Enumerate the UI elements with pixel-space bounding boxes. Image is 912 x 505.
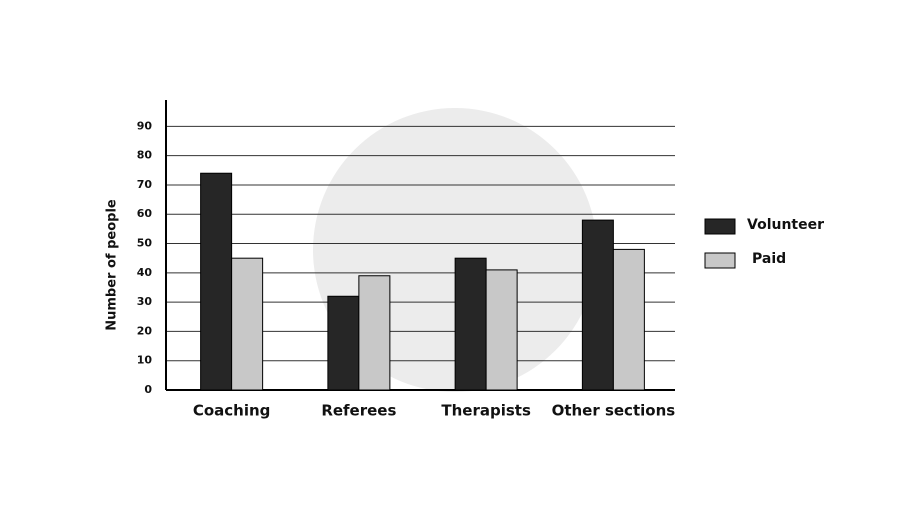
legend-swatch (704, 252, 736, 269)
y-tick-label: 40 (137, 266, 153, 279)
bar (200, 172, 233, 391)
legend-swatch (704, 218, 736, 235)
bar (581, 219, 614, 391)
y-tick-label: 30 (137, 295, 153, 308)
bar (485, 269, 518, 391)
y-tick-label: 80 (137, 149, 153, 162)
bar (454, 257, 487, 391)
y-axis-label: Number of people (105, 199, 120, 331)
x-tick-label: Other sections (552, 402, 676, 420)
x-tick-label: Referees (321, 402, 396, 420)
bar (358, 275, 391, 391)
y-tick-label: 70 (137, 178, 153, 191)
y-tick-label: 0 (144, 383, 152, 396)
y-tick-label: 60 (137, 207, 153, 220)
x-tick-label: Coaching (193, 402, 271, 420)
y-tick-label: 90 (137, 119, 153, 132)
y-tick-label: 50 (137, 237, 153, 250)
bar (612, 248, 645, 391)
bar (327, 295, 360, 391)
y-tick-label: 10 (137, 354, 153, 367)
bar (231, 257, 264, 391)
legend-label: Volunteer (747, 217, 824, 233)
y-tick-label: 20 (137, 324, 153, 337)
legend-label: Paid (752, 251, 786, 267)
x-tick-label: Therapists (441, 402, 531, 420)
